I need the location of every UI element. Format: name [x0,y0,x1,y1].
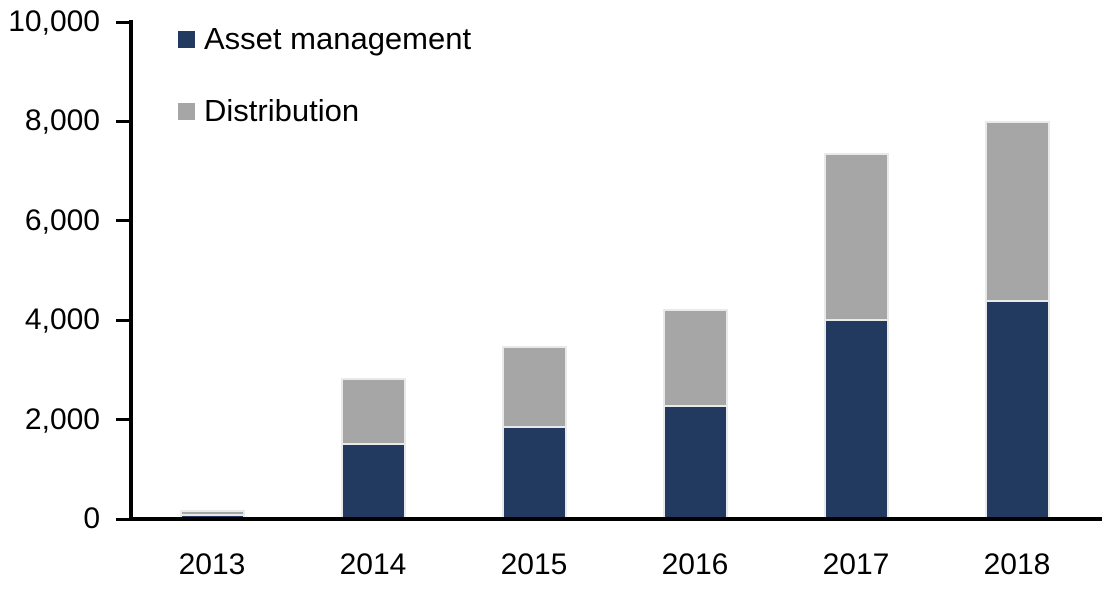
legend-item-asset-management: Asset management [178,22,471,56]
x-axis-label-2016: 2016 [661,548,729,581]
bar-group-2016 [662,308,728,519]
y-axis-label-2,000: 2,000 [24,402,100,436]
x-axis-label-2017: 2017 [822,548,890,581]
bar-group-2013 [179,509,245,519]
y-axis-label-10,000: 10,000 [8,5,100,38]
y-axis-label-0: 0 [83,502,100,535]
x-axis-label-2013: 2013 [178,548,246,581]
legend-item-distribution: Distribution [178,94,359,128]
y-axis-label-4,000: 4,000 [24,303,100,337]
legend-swatch-icon-distribution [178,102,195,120]
x-axis-label-2015: 2015 [500,548,568,581]
bar-group-2018 [984,121,1050,519]
bar-segment-asset-management-2015 [501,426,567,519]
y-tick-mark-4,000 [116,318,131,322]
bar-segment-asset-management-2013 [179,514,245,519]
x-axis-line [129,517,1102,521]
y-tick-mark-2,000 [116,418,131,422]
bar-segment-distribution-2014 [340,377,406,444]
y-tick-mark-6,000 [116,219,131,223]
y-axis-label-8,000: 8,000 [24,104,100,138]
bar-segment-distribution-2018 [984,121,1050,301]
bar-segment-distribution-2015 [501,345,567,427]
y-axis-line [129,20,133,521]
x-axis-label-2014: 2014 [339,548,407,581]
bar-segment-distribution-2017 [823,152,889,319]
y-tick-mark-0 [116,517,131,521]
legend-label-asset-management: Asset management [204,21,472,56]
bar-group-2017 [823,152,889,519]
x-axis-label-2018: 2018 [983,548,1051,581]
bar-segment-distribution-2013 [179,509,245,515]
bar-segment-asset-management-2017 [823,318,889,519]
bar-segment-asset-management-2018 [984,300,1050,519]
bar-segment-asset-management-2014 [340,443,406,519]
y-tick-mark-8,000 [116,119,131,123]
legend-swatch-icon-asset-management [178,30,195,48]
y-tick-mark-10,000 [116,20,131,24]
y-axis-label-6,000: 6,000 [24,203,100,237]
bar-segment-asset-management-2016 [662,404,728,519]
legend-label-distribution: Distribution [204,93,360,128]
bar-group-2014 [340,377,406,519]
bar-group-2015 [501,345,567,519]
bar-segment-distribution-2016 [662,308,728,405]
